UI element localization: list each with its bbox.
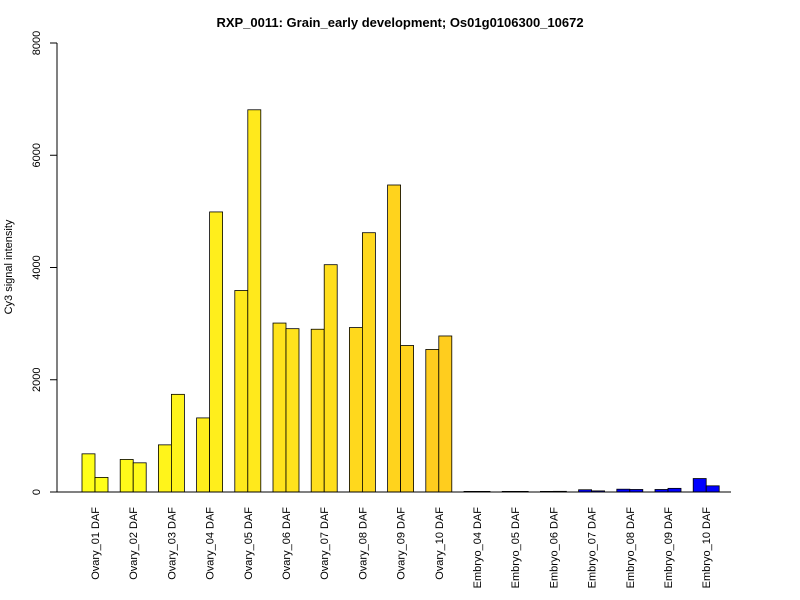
bar	[361, 232, 376, 493]
y-axis: 0 2000 4000 6000 8000	[31, 31, 58, 495]
bar	[272, 322, 287, 493]
x-tick-labels: Ovary_01 DAF Ovary_02 DAF Ovary_03 DAF Ovar…	[90, 507, 713, 589]
bar	[285, 328, 300, 493]
bar	[247, 109, 262, 493]
x-tick-label: Ovary_09 DAF	[396, 507, 408, 580]
y-axis-label: Cy3 signal intensity	[3, 219, 15, 314]
x-tick-label: Embryo_08 DAF	[625, 507, 637, 589]
bar	[209, 211, 224, 493]
bar	[425, 349, 440, 493]
chart-title: RXP_0011: Grain_early development; Os01g…	[216, 15, 583, 30]
x-tick-label: Ovary_05 DAF	[243, 507, 255, 580]
bar	[692, 478, 707, 493]
y-tick-label: 0	[31, 489, 43, 495]
bar	[157, 444, 172, 493]
y-tick-label: 8000	[31, 31, 43, 55]
bar	[387, 184, 402, 493]
bars	[81, 109, 720, 493]
x-tick-label: Embryo_04 DAF	[472, 507, 484, 589]
x-tick-label: Ovary_04 DAF	[205, 507, 217, 580]
bar	[348, 327, 363, 493]
bar	[310, 328, 325, 493]
bar	[196, 417, 211, 493]
x-tick-label: Ovary_10 DAF	[434, 507, 446, 580]
x-tick-label: Embryo_06 DAF	[548, 507, 560, 589]
x-tick-label: Ovary_03 DAF	[166, 507, 178, 580]
x-tick-label: Ovary_07 DAF	[319, 507, 331, 580]
y-tick-label: 4000	[31, 255, 43, 279]
bar	[323, 264, 338, 493]
x-tick-label: Embryo_10 DAF	[701, 507, 713, 589]
bar	[132, 462, 147, 493]
x-tick-label: Ovary_08 DAF	[357, 507, 369, 580]
x-tick-label: Embryo_05 DAF	[510, 507, 522, 589]
x-tick-label: Ovary_06 DAF	[281, 507, 293, 580]
x-tick-label: Embryo_09 DAF	[663, 507, 675, 589]
bar	[400, 345, 415, 493]
bar	[94, 477, 109, 493]
x-tick-label: Ovary_02 DAF	[128, 507, 140, 580]
x-tick-label: Embryo_07 DAF	[587, 507, 599, 589]
bar	[438, 335, 453, 493]
bar	[705, 485, 720, 493]
bar	[170, 393, 185, 493]
y-tick-label: 2000	[31, 368, 43, 392]
y-tick-label: 6000	[31, 143, 43, 167]
bar	[81, 453, 96, 493]
bar	[667, 487, 682, 493]
bar	[234, 290, 249, 493]
x-tick-label: Ovary_01 DAF	[90, 507, 102, 580]
bar	[119, 459, 134, 493]
